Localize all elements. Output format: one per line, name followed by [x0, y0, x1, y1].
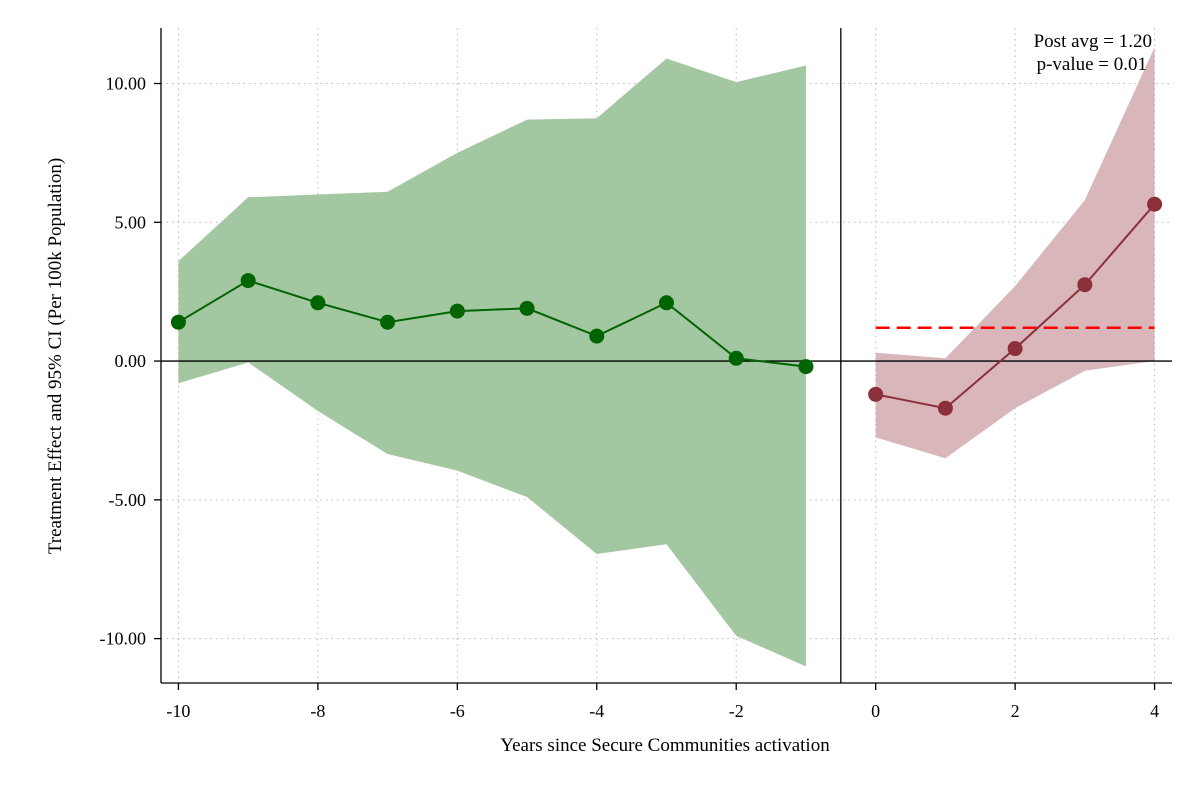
post-point	[937, 400, 953, 416]
x-axis-title: Years since Secure Communities activatio…	[500, 735, 830, 756]
y-tick-label: -10.00	[100, 629, 147, 649]
pre-point	[380, 314, 396, 330]
pre-point	[240, 273, 256, 289]
x-tick-label: -4	[589, 701, 604, 721]
pre-series-line	[177, 279, 807, 368]
y-axis-title: Treatment Effect and 95% CI (Per 100k Po…	[45, 158, 66, 554]
x-tick-label: -6	[450, 701, 465, 721]
post-point	[868, 386, 884, 402]
pre-point	[170, 314, 186, 330]
x-tick-label: -8	[310, 701, 325, 721]
pre-ci-band	[178, 58, 806, 667]
pre-point	[310, 295, 326, 311]
labels: Years since Secure Communities activatio…	[45, 31, 1152, 756]
pre-point	[449, 303, 465, 319]
post-point	[1147, 196, 1163, 212]
pre-point	[519, 300, 535, 316]
post-point	[1077, 277, 1093, 293]
pre-point	[659, 295, 674, 311]
x-tick-label: -10	[166, 701, 190, 721]
pre-point	[798, 359, 814, 375]
x-tick-label: 2	[1011, 701, 1020, 721]
series-layer	[170, 196, 1163, 416]
axes: -10 -8 -6 -4 -2 0 2 4 10.00 5.00 0.00 -5.00 -10.00	[100, 28, 1172, 721]
y-tick-label: 0.00	[115, 351, 147, 371]
post-ci-band	[875, 47, 1155, 459]
post-point	[1007, 341, 1023, 357]
x-tick-label: -2	[729, 701, 744, 721]
pre-point	[589, 328, 605, 344]
y-tick-label: -5.00	[109, 490, 147, 510]
pre-point	[728, 350, 744, 366]
post-average-annotation: Post avg = 1.20	[1034, 31, 1152, 52]
reference-lines	[161, 28, 1172, 683]
x-tick-label: 0	[871, 701, 880, 721]
p-value-annotation: p-value = 0.01	[1037, 54, 1147, 75]
y-tick-label: 5.00	[115, 212, 147, 232]
x-tick-label: 4	[1150, 701, 1159, 721]
confidence-bands	[178, 47, 1155, 667]
y-tick-label: 10.00	[106, 74, 147, 94]
